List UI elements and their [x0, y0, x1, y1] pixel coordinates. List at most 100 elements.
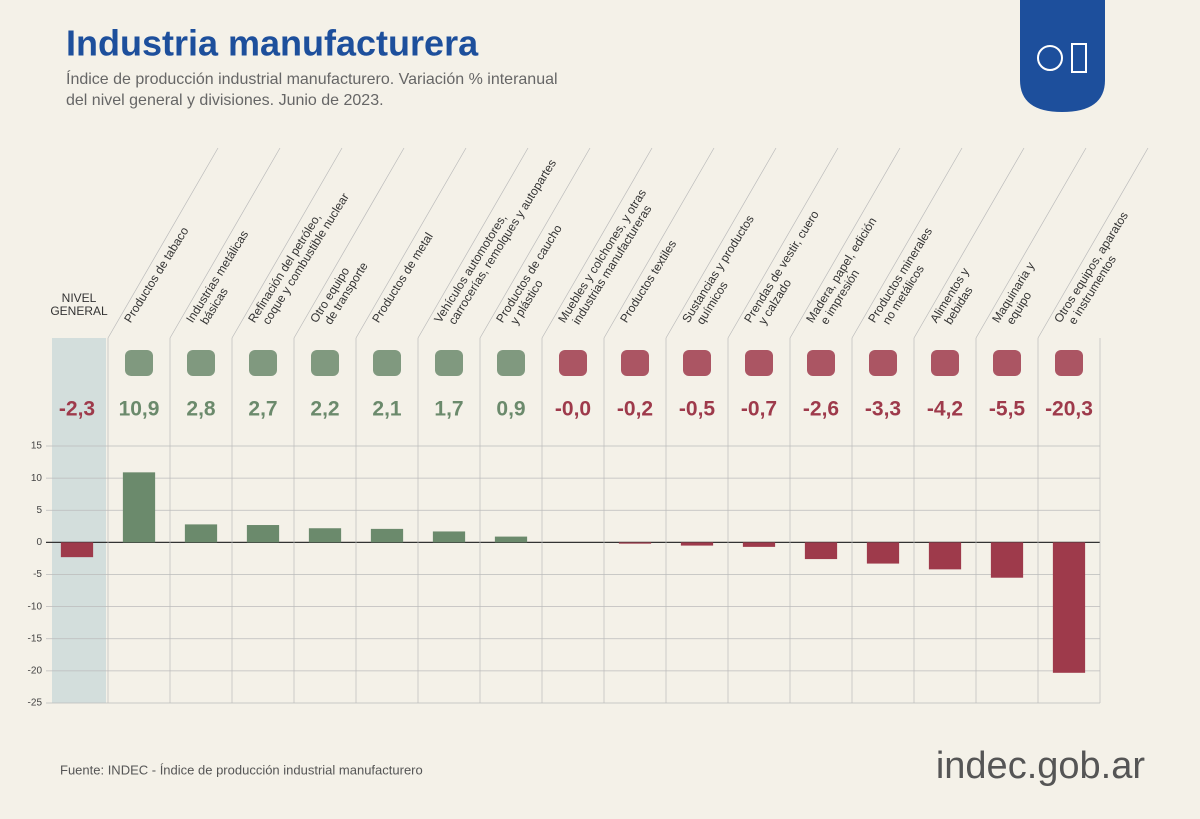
value-label: 1,7: [434, 398, 463, 421]
icon: [559, 350, 587, 376]
icon: [1055, 350, 1083, 376]
bar: [928, 542, 962, 570]
y-tick-label: -5: [33, 569, 42, 580]
bar: [184, 524, 218, 543]
x-tick-label: Otro equipode transporte: [307, 253, 371, 333]
icon: [125, 350, 153, 376]
label-guide: [1037, 147, 1149, 339]
icon: [187, 350, 215, 376]
bar: [122, 472, 156, 543]
icon: [745, 350, 773, 376]
bar: [680, 542, 714, 546]
y-tick-label: -25: [28, 698, 43, 709]
value-label: -5,5: [989, 398, 1026, 421]
x-tick-label: NIVEL: [62, 291, 97, 305]
value-label: -20,3: [1045, 398, 1093, 421]
x-tick-label: Otros equipos, aparatose instrumentos: [1051, 209, 1142, 332]
subtitle: del nivel general y divisiones. Junio de…: [66, 92, 384, 109]
label-guide: [727, 147, 839, 339]
label-guide: [479, 147, 591, 339]
x-tick-label: Maquinaria yequipo: [989, 260, 1048, 333]
bar: [742, 542, 776, 547]
bar: [308, 528, 342, 543]
label-guide: [107, 147, 219, 339]
chart-title: Industria manufacturera: [66, 23, 479, 64]
y-tick-label: 15: [31, 441, 43, 452]
x-tick-label: Productos de tabaco: [121, 224, 191, 325]
badge-icon: [1037, 45, 1063, 71]
label-line: Vehículos automotores,: [431, 211, 509, 325]
y-tick-label: 0: [36, 537, 42, 548]
source: Fuente: INDEC - Índice de producción ind…: [60, 762, 423, 777]
y-tick-label: -20: [28, 666, 43, 677]
label-guide: [355, 147, 467, 339]
value-label: -2,3: [59, 398, 95, 421]
value-label: 2,8: [186, 398, 216, 421]
value-label: -3,3: [865, 398, 901, 421]
y-tick-label: 5: [36, 505, 42, 516]
highlight: [52, 338, 106, 703]
bar: [990, 542, 1024, 578]
value-label: -0,0: [555, 398, 591, 421]
bar: [1052, 542, 1086, 673]
value-label: 2,1: [372, 398, 402, 421]
y-tick-label: -15: [28, 633, 43, 644]
label-line: Productos de tabaco: [121, 224, 191, 325]
label-line: Productos de metal: [369, 230, 436, 325]
value-label: 10,9: [119, 398, 160, 421]
label-guide: [169, 147, 281, 339]
value-label: -0,7: [741, 398, 777, 421]
label-guide: [603, 147, 715, 339]
subtitle: Índice de producción industrial manufact…: [66, 69, 558, 88]
icon: [373, 350, 401, 376]
bar: [618, 542, 652, 544]
bar: [804, 542, 838, 560]
x-tick-label: Alimentos ybebidas: [927, 265, 983, 332]
x-tick-label: GENERAL: [50, 304, 108, 318]
label-guide: [975, 147, 1087, 339]
icon: [621, 350, 649, 376]
value-label: 2,7: [248, 398, 277, 421]
icon: [435, 350, 463, 376]
label-guide: [541, 147, 653, 339]
icon: [869, 350, 897, 376]
value-label: 2,2: [310, 398, 339, 421]
label-guide: [293, 147, 405, 339]
icon: [497, 350, 525, 376]
y-tick-label: -10: [28, 601, 43, 612]
label-line: Madera, papel, edición: [803, 215, 879, 325]
y-tick-label: 10: [31, 473, 43, 484]
label-line: Refinación del petróleo,: [245, 211, 324, 325]
label-guide: [789, 147, 901, 339]
label-line: industrias manufactureras: [570, 203, 655, 328]
label-guide: [851, 147, 963, 339]
icon: [249, 350, 277, 376]
bar: [866, 542, 900, 564]
icon: [807, 350, 835, 376]
value-label: -4,2: [927, 398, 963, 421]
logo: indec.gob.ar: [936, 745, 1145, 787]
bar: [494, 536, 528, 543]
x-tick-label: Vehículos automotores,carrocerías, remol…: [431, 150, 559, 332]
x-tick-label: Muebles y colchones, y otrasindustrias m…: [555, 187, 660, 333]
icon: [931, 350, 959, 376]
value-label: -2,6: [803, 398, 839, 421]
label-line: Otros equipos, aparatos: [1051, 209, 1131, 325]
bar: [60, 542, 94, 558]
value-label: -0,5: [679, 398, 716, 421]
bar: [370, 528, 404, 543]
icon: [311, 350, 339, 376]
label-guide: [417, 147, 529, 339]
bar: [246, 525, 280, 543]
label-guide: [665, 147, 777, 339]
icon: [993, 350, 1021, 376]
icon: [683, 350, 711, 376]
value-label: 0,9: [496, 398, 525, 421]
label-guide: [231, 147, 343, 339]
label-guide: [913, 147, 1025, 339]
value-label: -0,2: [617, 398, 653, 421]
bar: [432, 531, 466, 543]
x-tick-label: Productos de metal: [369, 230, 436, 325]
badge-icon: [1071, 43, 1087, 73]
